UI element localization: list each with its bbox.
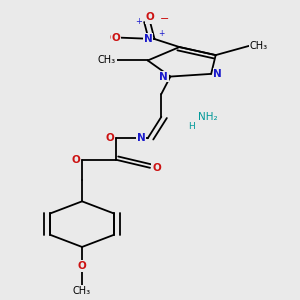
Text: N: N <box>213 69 222 79</box>
Text: N: N <box>137 133 146 143</box>
Text: O: O <box>146 12 154 22</box>
Text: CH₃: CH₃ <box>250 41 268 51</box>
Text: +: + <box>135 17 142 26</box>
Text: H: H <box>188 122 195 131</box>
Text: −: − <box>160 14 169 24</box>
Text: O: O <box>71 155 80 165</box>
Text: +: + <box>158 29 164 38</box>
Text: O: O <box>146 13 154 23</box>
Text: CH₃: CH₃ <box>73 286 91 296</box>
Text: −: − <box>161 10 170 20</box>
Text: N: N <box>143 34 152 44</box>
Text: O: O <box>152 163 161 173</box>
Text: CH₃: CH₃ <box>98 56 116 65</box>
Text: O: O <box>110 33 118 43</box>
Text: O: O <box>78 261 86 271</box>
Text: N: N <box>143 34 152 44</box>
Text: N: N <box>137 133 146 143</box>
Text: N: N <box>159 72 168 82</box>
Text: NH₂: NH₂ <box>198 112 217 122</box>
Text: O: O <box>112 33 121 43</box>
Text: O: O <box>105 133 114 143</box>
